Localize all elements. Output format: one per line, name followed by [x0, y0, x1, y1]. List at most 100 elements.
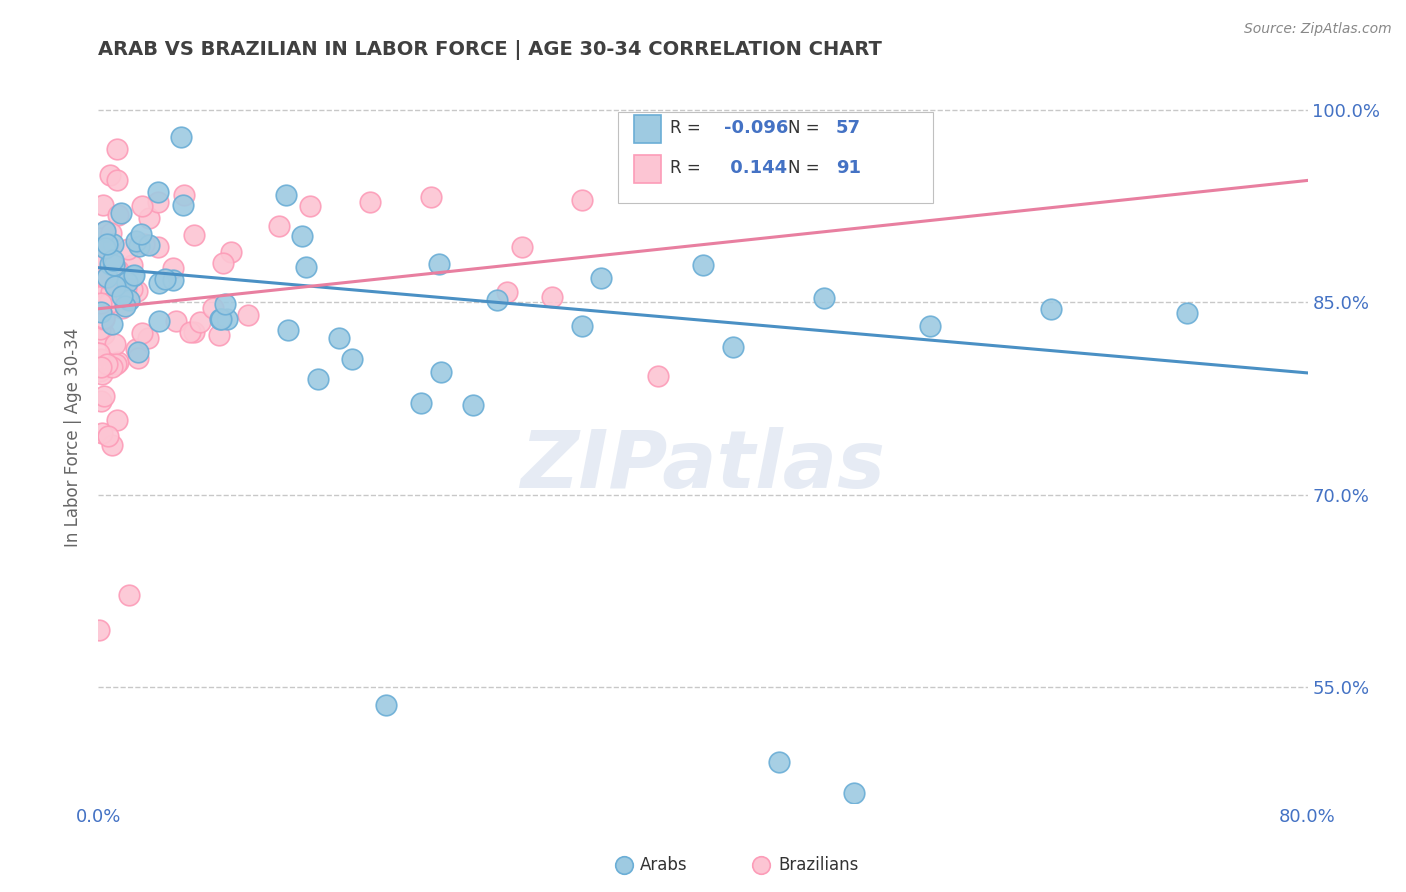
- Point: [236, 308, 259, 322]
- Point: [93, 312, 115, 326]
- Text: Source: ZipAtlas.com: Source: ZipAtlas.com: [1244, 22, 1392, 37]
- Point: [219, 245, 242, 260]
- Point: [90, 268, 112, 282]
- Point: [169, 130, 191, 145]
- Point: [89, 312, 111, 326]
- Point: [115, 290, 138, 304]
- Point: [97, 296, 120, 310]
- Point: [110, 279, 132, 293]
- Point: [813, 291, 835, 305]
- Point: [93, 310, 115, 325]
- Point: [162, 260, 184, 275]
- Point: [93, 326, 115, 341]
- Point: [844, 785, 866, 799]
- Point: [183, 325, 205, 339]
- Point: [105, 142, 128, 156]
- Point: [94, 260, 117, 274]
- Text: 91: 91: [837, 159, 860, 177]
- Point: [97, 242, 120, 256]
- Point: [918, 318, 941, 333]
- Text: ARAB VS BRAZILIAN IN LABOR FORCE | AGE 30-34 CORRELATION CHART: ARAB VS BRAZILIAN IN LABOR FORCE | AGE 3…: [98, 39, 883, 60]
- Point: [91, 198, 114, 212]
- Point: [111, 289, 134, 303]
- Point: [103, 258, 125, 272]
- Point: [1039, 302, 1062, 317]
- Point: [89, 364, 111, 378]
- Point: [101, 237, 124, 252]
- Point: [90, 360, 112, 375]
- Text: 0.144: 0.144: [724, 159, 787, 177]
- Point: [101, 253, 124, 268]
- Point: [136, 331, 159, 345]
- Text: N =: N =: [787, 120, 824, 137]
- Point: [90, 394, 112, 409]
- Point: [148, 195, 170, 210]
- Point: [571, 193, 593, 207]
- Point: [127, 344, 149, 359]
- Point: [162, 273, 184, 287]
- Point: [104, 337, 127, 351]
- Point: [118, 293, 141, 308]
- Point: [89, 301, 111, 316]
- Point: [124, 268, 146, 282]
- Point: [90, 231, 112, 245]
- Point: [209, 312, 232, 326]
- Point: [295, 260, 318, 274]
- Point: [105, 262, 128, 277]
- Point: [105, 357, 128, 371]
- Text: R =: R =: [671, 159, 706, 177]
- Point: [115, 275, 138, 289]
- Point: [121, 282, 143, 296]
- Point: [215, 311, 238, 326]
- Point: [94, 271, 117, 285]
- Point: [101, 438, 124, 452]
- Point: [276, 188, 298, 202]
- Point: [94, 224, 117, 238]
- Bar: [634, 115, 661, 143]
- Point: [107, 263, 129, 277]
- Point: [96, 357, 118, 371]
- Point: [89, 322, 111, 336]
- Point: [427, 257, 450, 271]
- Point: [589, 271, 612, 285]
- Point: [87, 623, 110, 637]
- Point: [115, 281, 138, 295]
- Point: [340, 351, 363, 366]
- Point: [100, 317, 122, 331]
- Point: [107, 208, 129, 222]
- Point: [420, 189, 443, 203]
- Point: [121, 269, 143, 284]
- Point: [90, 252, 112, 266]
- Point: [647, 369, 669, 384]
- Point: [96, 236, 118, 251]
- Point: [131, 326, 153, 340]
- Point: [100, 285, 122, 299]
- Point: [485, 293, 508, 307]
- Point: [188, 315, 211, 329]
- Point: [208, 311, 231, 326]
- Point: [89, 346, 111, 360]
- Point: [93, 241, 115, 255]
- Point: [110, 206, 132, 220]
- Point: [98, 293, 121, 308]
- Point: [269, 219, 291, 233]
- Point: [495, 285, 517, 299]
- Point: [128, 238, 150, 252]
- Point: [121, 258, 143, 272]
- Point: [91, 426, 114, 441]
- Point: [89, 259, 111, 273]
- Point: [118, 588, 141, 602]
- Point: [101, 360, 124, 375]
- Y-axis label: In Labor Force | Age 30-34: In Labor Force | Age 30-34: [65, 327, 83, 547]
- Point: [692, 258, 714, 272]
- Point: [214, 297, 236, 311]
- Point: [201, 301, 224, 316]
- Point: [127, 284, 149, 298]
- Text: Arabs: Arabs: [640, 856, 688, 874]
- Point: [571, 319, 593, 334]
- Point: [94, 267, 117, 281]
- Text: Brazilians: Brazilians: [778, 856, 858, 874]
- Point: [114, 299, 136, 313]
- Point: [98, 257, 121, 271]
- Point: [90, 305, 112, 319]
